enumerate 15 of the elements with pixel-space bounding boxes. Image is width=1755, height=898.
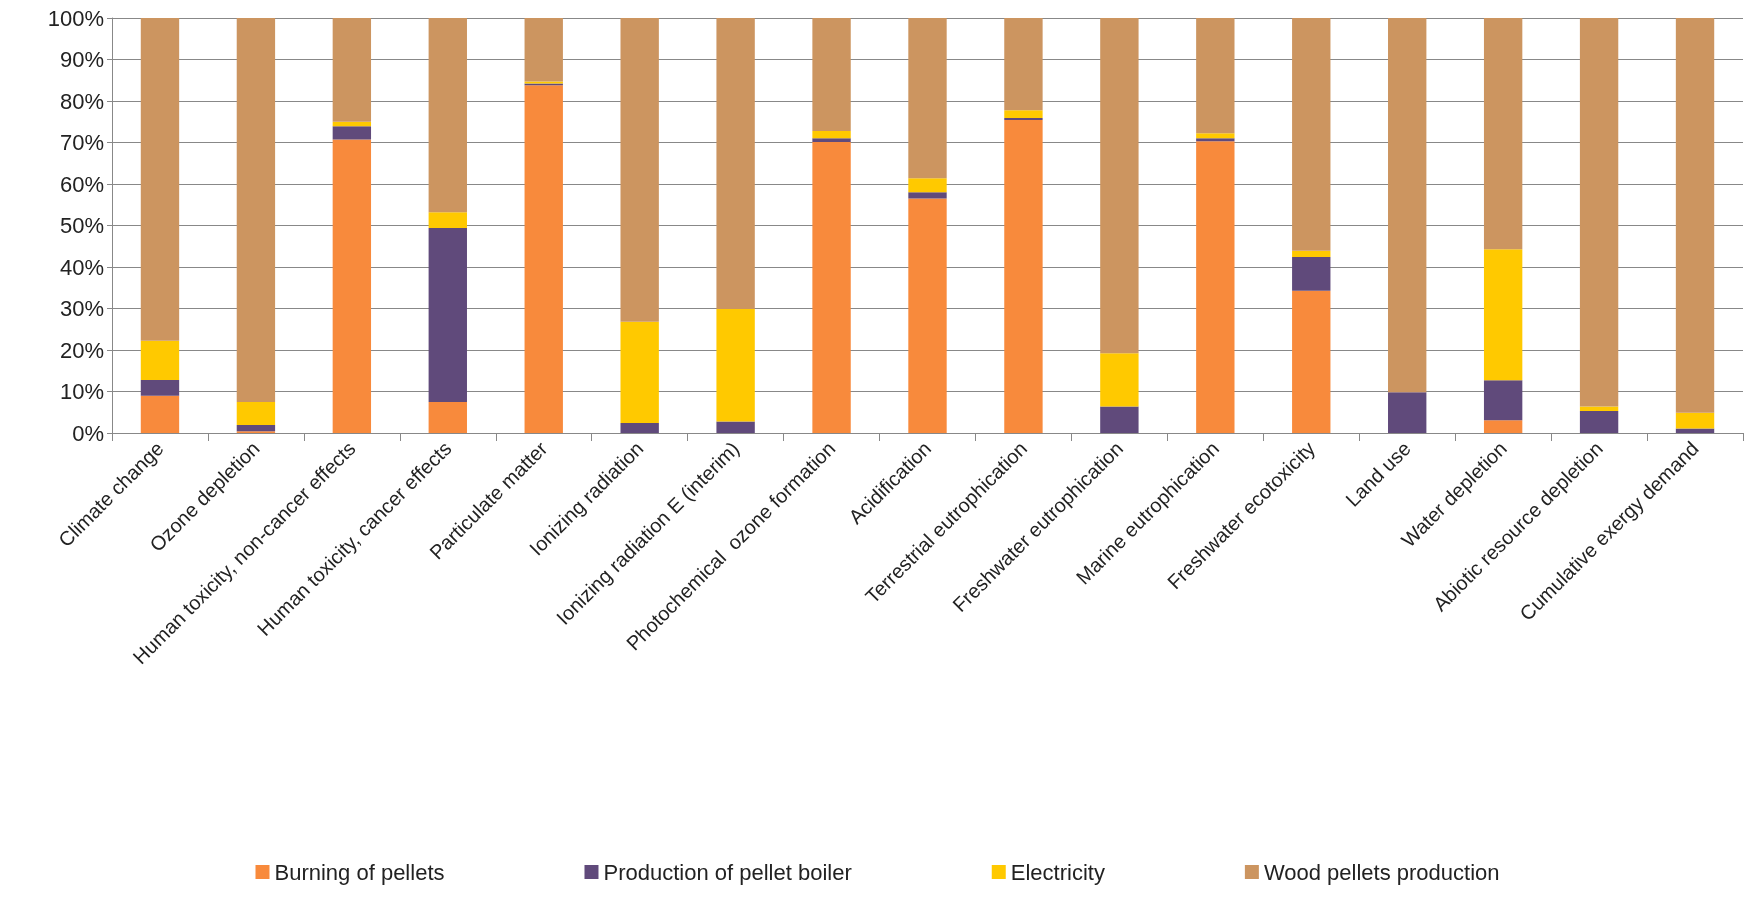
y-tick-label: 50% [59, 213, 104, 238]
y-tick-label: 10% [59, 379, 104, 404]
legend-label: Wood pellets production [1263, 859, 1500, 885]
y-tick-label: 40% [59, 254, 104, 280]
y-tick-label: 60% [59, 171, 104, 197]
y-tick-label: 0% [72, 420, 104, 446]
y-tick-label: 30% [59, 296, 104, 321]
y-tick-label: 100% [47, 5, 104, 31]
y-tick-label: 20% [59, 337, 104, 363]
y-tick-label: 90% [59, 47, 104, 72]
legend-label: Electricity [1010, 859, 1105, 885]
legend-label: Burning of pellets [274, 859, 445, 885]
legend-label: Production of pellet boiler [603, 859, 852, 885]
y-tick-label: 70% [59, 130, 104, 155]
y-tick-label: 80% [59, 88, 104, 114]
